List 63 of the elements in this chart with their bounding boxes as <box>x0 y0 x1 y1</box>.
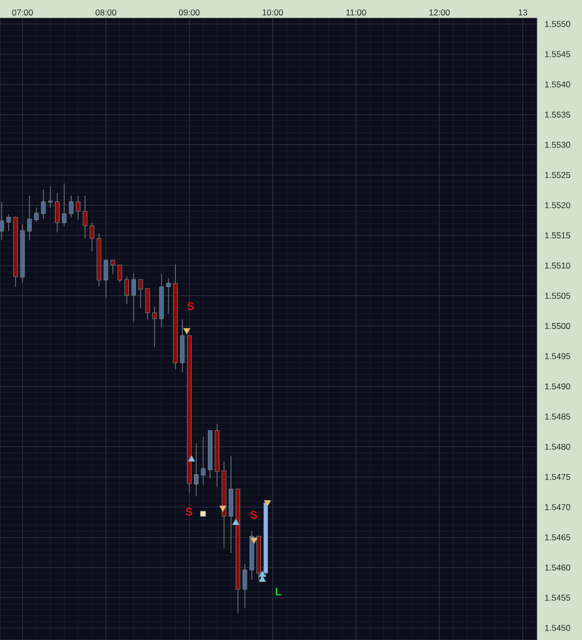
candlestick <box>104 259 108 299</box>
candlestick <box>62 183 66 227</box>
candlestick <box>110 260 116 274</box>
candlestick <box>41 189 46 220</box>
point <box>250 538 258 544</box>
candlestick <box>34 207 39 222</box>
candlestick <box>82 195 88 239</box>
y-tick-label: 1.5495 <box>545 353 570 360</box>
candlestick <box>124 276 129 305</box>
candlestick <box>76 195 80 220</box>
y-tick-label: 1.5505 <box>545 292 570 299</box>
candlestick <box>68 195 74 218</box>
y-tick-label: 1.5480 <box>545 444 570 450</box>
x-tick-label: 11:00 <box>346 9 366 16</box>
y-tick-label: 1.5500 <box>545 322 570 329</box>
candlestick <box>152 306 157 348</box>
candlestick <box>0 202 4 241</box>
y-tick-label: 1.5530 <box>545 142 570 148</box>
y-tick-label: 1.5490 <box>545 383 570 390</box>
y-tick-label: 1.5520 <box>545 202 570 208</box>
candlestick <box>90 222 94 252</box>
annotation: S <box>250 510 258 519</box>
x-tick-label: 10:00 <box>262 9 283 16</box>
y-tick-label: 1.5475 <box>545 474 570 480</box>
annotation: L <box>276 588 282 596</box>
candlestick <box>27 195 32 241</box>
annotation: S <box>186 508 192 516</box>
candlestick <box>200 436 206 486</box>
point <box>219 506 227 512</box>
candlestick <box>6 214 11 232</box>
y-tick-label: 1.5510 <box>545 262 570 269</box>
x-tick-label: 13 <box>518 9 528 16</box>
y-tick-label: 1.5545 <box>545 51 570 58</box>
point <box>264 500 272 507</box>
point <box>183 328 190 334</box>
x-tick-label: 12:00 <box>429 9 450 16</box>
point <box>232 518 240 526</box>
y-tick-label: 1.5525 <box>545 172 570 178</box>
y-tick-label: 1.5485 <box>545 414 570 420</box>
annotation: S <box>187 302 194 310</box>
x-tick-label: 07:00 <box>12 9 33 16</box>
y-tick-label: 1.5535 <box>545 112 570 118</box>
x-tick-label: 08:00 <box>96 9 116 16</box>
candlestick <box>55 192 60 233</box>
y-tick-label: 1.5515 <box>545 232 570 238</box>
candlestick <box>166 278 171 314</box>
candlestick <box>138 279 143 308</box>
candlestick <box>48 186 53 208</box>
y-tick-label: 1.5465 <box>545 534 570 540</box>
y-tick-label: 1.5460 <box>545 564 570 571</box>
point <box>200 510 206 517</box>
y-tick-label: 1.5450 <box>545 624 570 631</box>
candlestick <box>118 264 122 283</box>
point <box>258 575 266 582</box>
y-tick-label: 1.5540 <box>545 81 570 88</box>
candlestick <box>131 273 136 323</box>
y-tick-label: 1.5550 <box>545 21 570 28</box>
y-tick-label: 1.5455 <box>545 594 570 601</box>
candlestick <box>242 564 248 608</box>
point <box>188 455 196 462</box>
x-tick-label: 09:00 <box>178 9 200 16</box>
candlestick <box>194 443 198 497</box>
y-tick-label: 1.5470 <box>545 504 570 510</box>
